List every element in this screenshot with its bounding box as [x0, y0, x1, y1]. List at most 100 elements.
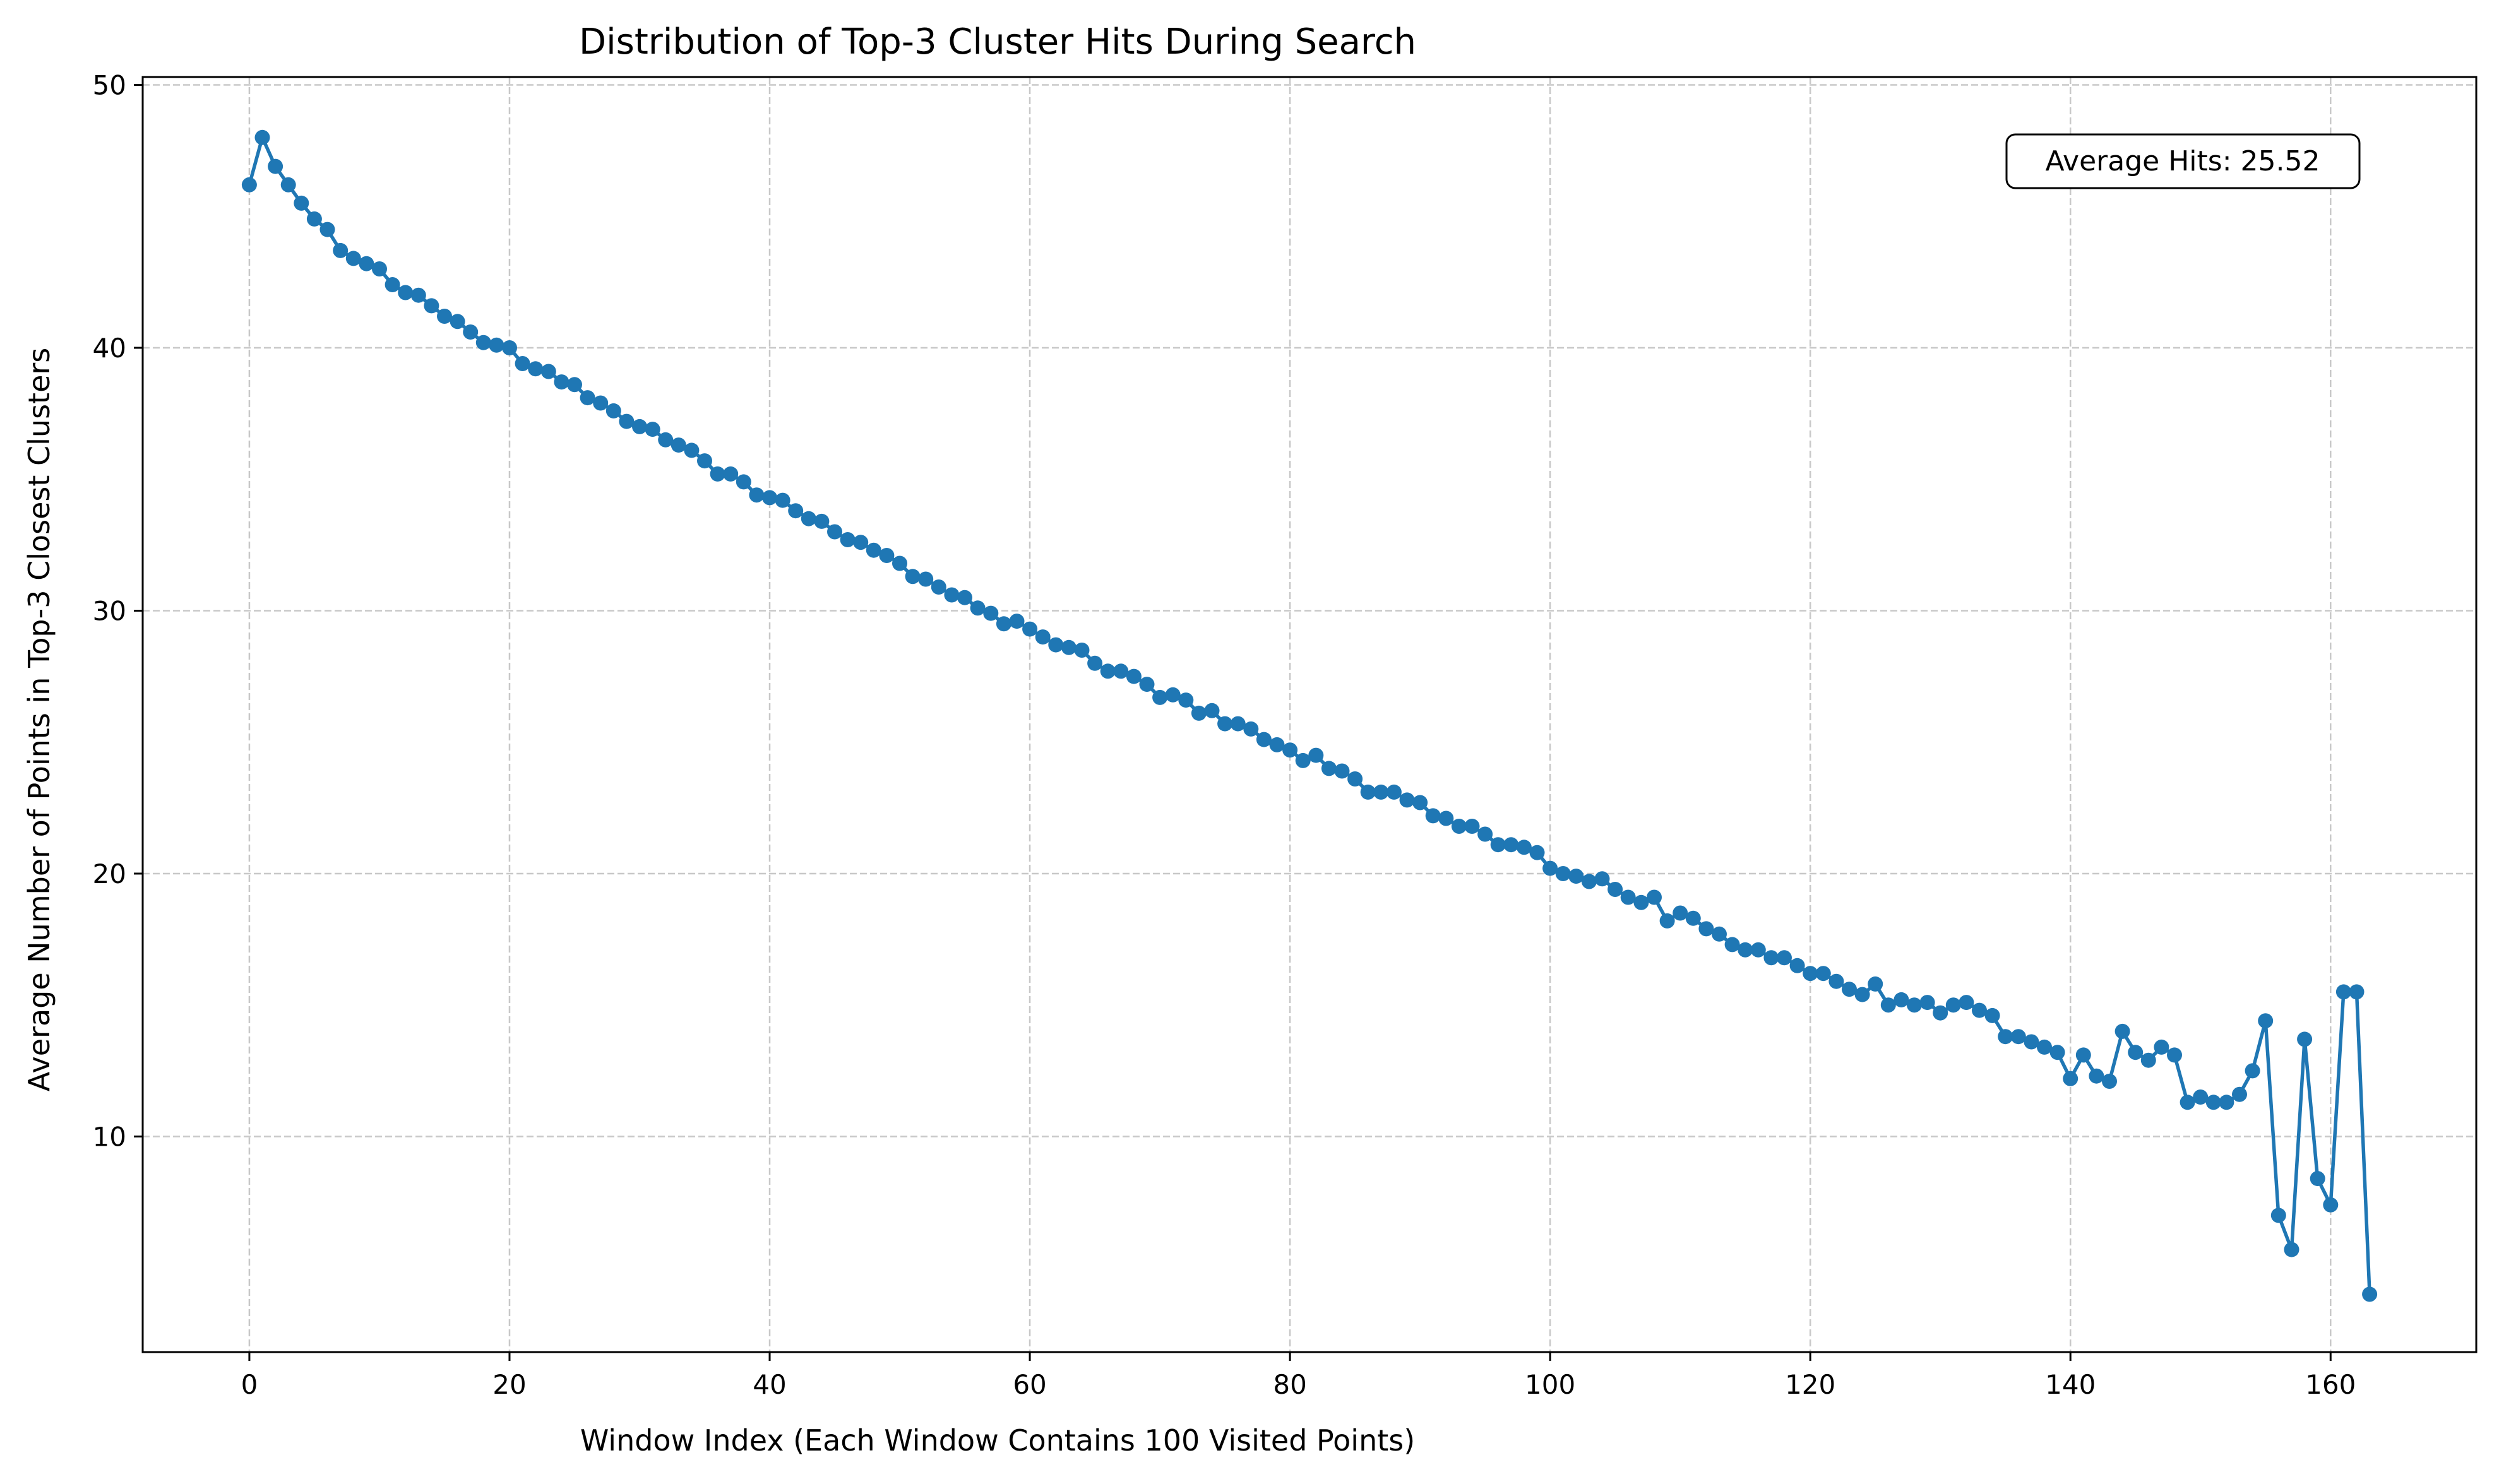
data-point: [1048, 637, 1064, 653]
data-point: [1828, 973, 1844, 989]
x-tick-label: 20: [492, 1369, 526, 1400]
y-tick-label: 30: [93, 595, 126, 626]
data-point: [931, 579, 946, 595]
data-point: [2362, 1286, 2378, 1302]
data-point: [2063, 1071, 2079, 1086]
data-point: [410, 287, 426, 303]
data-point: [306, 211, 322, 227]
data-point: [1620, 889, 1636, 905]
x-tick-label: 80: [1273, 1369, 1306, 1400]
data-point: [1061, 639, 1077, 655]
data-point: [710, 466, 725, 482]
data-point: [1712, 926, 1727, 942]
data-point: [2102, 1074, 2117, 1089]
data-point: [580, 390, 595, 406]
data-point: [1555, 866, 1571, 881]
data-point: [1945, 997, 1961, 1013]
data-point: [1360, 784, 1376, 800]
data-point: [2128, 1045, 2144, 1060]
data-point: [2323, 1197, 2339, 1213]
data-point: [528, 361, 544, 377]
data-point: [254, 129, 270, 145]
data-point: [905, 569, 921, 585]
data-point: [1594, 871, 1610, 887]
data-point: [1998, 1029, 2013, 1045]
data-point: [1295, 752, 1311, 768]
data-point: [1477, 826, 1493, 842]
data-point: [540, 364, 556, 379]
data-point: [2140, 1052, 2156, 1068]
data-point: [2205, 1095, 2221, 1110]
data-point: [775, 492, 790, 508]
data-point: [1022, 621, 1038, 637]
y-tick-label: 10: [93, 1121, 126, 1152]
data-point: [1451, 819, 1467, 834]
data-point: [294, 195, 309, 211]
data-point: [241, 177, 257, 193]
data-point: [1386, 784, 1402, 800]
data-point: [645, 422, 660, 437]
data-point: [567, 377, 582, 393]
chart-title: Distribution of Top-3 Cluster Hits Durin…: [579, 21, 1416, 62]
data-point: [1321, 761, 1337, 776]
data-point: [671, 437, 686, 453]
data-point: [1633, 894, 1649, 910]
data-point: [319, 222, 335, 237]
data-point: [970, 600, 986, 616]
data-point: [437, 309, 452, 324]
data-point: [1815, 966, 1831, 982]
x-tick-label: 60: [1013, 1369, 1046, 1400]
data-point: [736, 474, 751, 490]
data-point: [2154, 1039, 2169, 1055]
y-tick-label: 20: [93, 858, 126, 889]
data-point: [2219, 1095, 2234, 1110]
data-point: [333, 242, 349, 258]
data-point: [1880, 997, 1896, 1013]
data-point: [1334, 763, 1350, 779]
data-point: [1803, 966, 1818, 982]
data-point: [2010, 1029, 2026, 1045]
data-point: [749, 487, 765, 503]
data-point: [1568, 869, 1584, 884]
data-point: [944, 587, 960, 603]
data-point: [2297, 1031, 2313, 1047]
data-point: [1842, 982, 1857, 997]
data-point: [2258, 1013, 2274, 1029]
data-point: [1373, 784, 1389, 800]
data-point: [515, 356, 530, 371]
data-point: [632, 418, 647, 434]
data-point: [463, 324, 479, 340]
data-point: [1503, 837, 1519, 853]
data-point: [1165, 687, 1181, 703]
data-point: [1204, 703, 1220, 718]
y-tick-label: 40: [93, 333, 126, 364]
data-point: [2037, 1039, 2052, 1055]
data-point: [853, 535, 869, 550]
data-point: [1659, 913, 1675, 929]
data-point: [1178, 692, 1194, 708]
x-tick-label: 140: [2045, 1369, 2096, 1400]
x-axis-ticks: 0 20 40 60 80 100 120 140 160: [241, 1352, 2356, 1400]
data-point: [280, 177, 296, 193]
data-point: [619, 413, 635, 429]
data-point: [1438, 810, 1454, 826]
data-point: [918, 571, 934, 587]
data-point: [1035, 629, 1051, 645]
data-point: [1412, 795, 1428, 810]
data-point: [1347, 771, 1363, 787]
x-axis-label: Window Index (Each Window Contains 100 V…: [580, 1423, 1415, 1457]
data-point: [1698, 921, 1714, 937]
x-tick-label: 120: [1785, 1369, 1835, 1400]
data-point: [359, 256, 374, 271]
data-point: [1282, 742, 1298, 758]
data-point: [1009, 614, 1025, 629]
data-point: [398, 285, 414, 300]
annotation-text: Average Hits: 25.52: [2046, 145, 2320, 177]
data-point: [1738, 942, 1753, 958]
data-point: [723, 466, 739, 482]
data-point: [1490, 837, 1506, 853]
data-point: [1529, 845, 1545, 860]
data-point: [1126, 668, 1142, 684]
